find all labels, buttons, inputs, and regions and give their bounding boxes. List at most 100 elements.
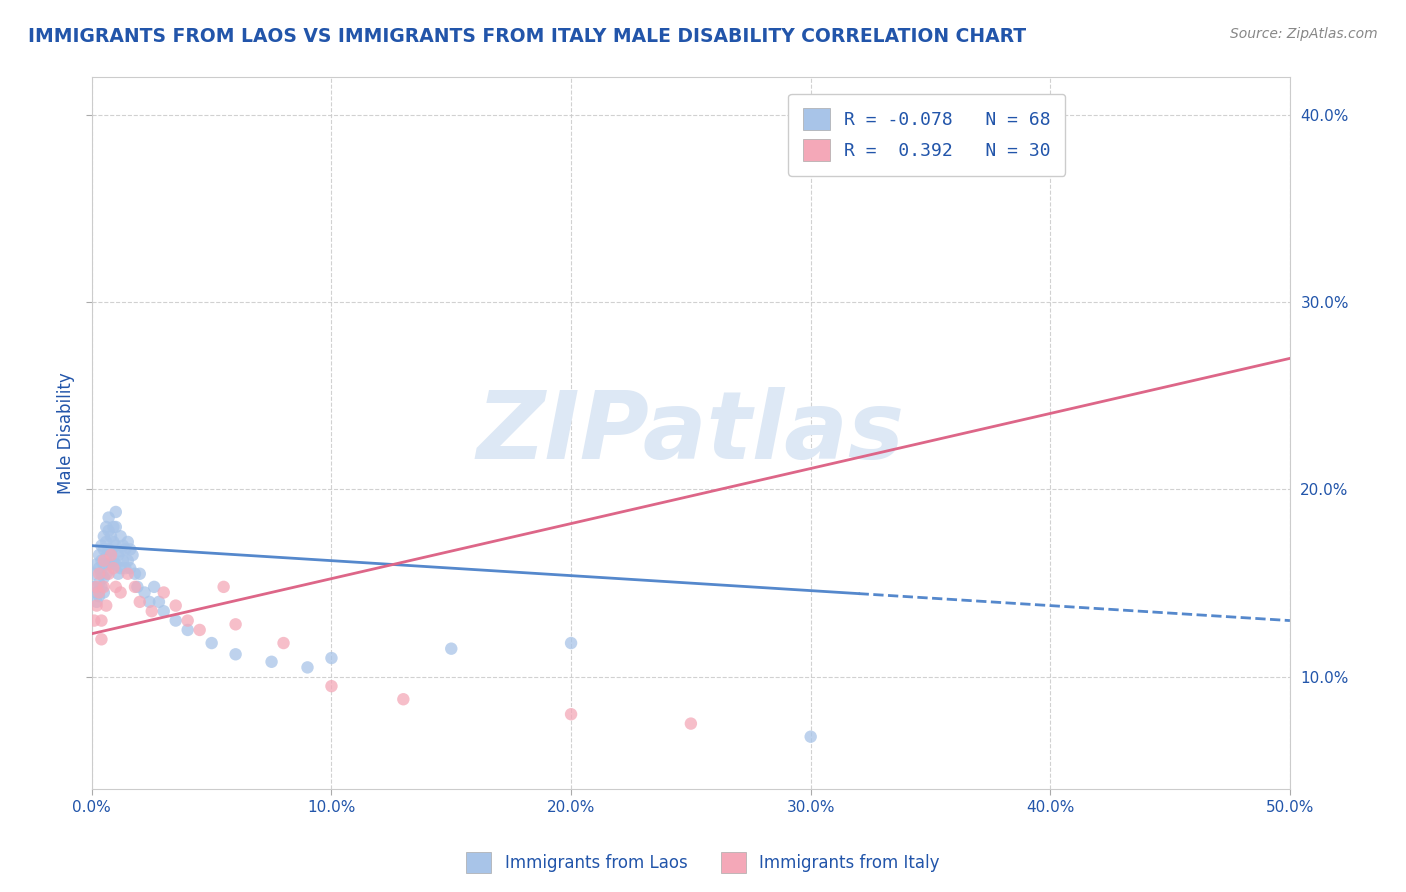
Point [96,535,118,549]
Point [86,585,108,599]
Point [97,510,120,524]
Point [104,539,127,553]
Point [165,599,187,613]
Point [188,623,211,637]
Point [141,604,163,618]
Point [124,566,146,581]
Point [121,548,143,562]
Point [560,707,582,722]
Point [152,585,174,599]
Point [97,542,120,557]
Point [117,566,139,581]
Point [120,542,142,557]
Point [111,539,134,553]
Point [103,520,125,534]
Point [321,679,343,693]
Point [93,529,115,543]
Point [225,617,247,632]
Point [86,599,108,613]
Point [679,716,702,731]
Point [260,655,283,669]
Point [138,595,160,609]
Point [107,566,129,581]
Point [100,544,122,558]
Point [97,566,120,581]
Point [104,520,127,534]
Text: Source: ZipAtlas.com: Source: ZipAtlas.com [1230,27,1378,41]
Point [100,548,122,562]
Point [117,535,139,549]
Point [103,561,125,575]
Point [114,542,136,557]
Point [440,641,463,656]
Point [104,558,127,572]
Text: ZIPatlas: ZIPatlas [477,387,905,479]
Point [104,580,127,594]
Point [103,554,125,568]
Point [103,535,125,549]
Point [96,549,118,564]
Point [212,580,235,594]
Point [87,576,110,591]
Point [117,554,139,568]
Point [87,589,110,603]
Point [93,585,115,599]
Point [143,580,166,594]
Point [152,604,174,618]
Point [96,599,118,613]
Point [201,636,224,650]
Legend: R = -0.078   N = 68, R =  0.392   N = 30: R = -0.078 N = 68, R = 0.392 N = 30 [789,94,1066,176]
Point [87,561,110,575]
Point [107,548,129,562]
Point [392,692,415,706]
Point [114,561,136,575]
Point [100,529,122,543]
Point [110,529,132,543]
Point [90,632,112,647]
Point [127,580,149,594]
Point [90,539,112,553]
Point [87,566,110,581]
Point [134,585,156,599]
Point [86,558,108,572]
Point [96,520,118,534]
Point [87,548,110,562]
Point [560,636,582,650]
Point [93,554,115,568]
Point [100,558,122,572]
Point [96,566,118,581]
Point [297,660,319,674]
Point [110,561,132,575]
Point [83,580,105,594]
Point [93,542,115,557]
Point [104,505,127,519]
Point [93,580,115,594]
Point [90,554,112,568]
Point [176,623,198,637]
Point [128,566,150,581]
Point [97,558,120,572]
Point [90,614,112,628]
Legend: Immigrants from Laos, Immigrants from Italy: Immigrants from Laos, Immigrants from It… [460,846,946,880]
Y-axis label: Male Disability: Male Disability [58,373,75,494]
Point [273,636,295,650]
Point [93,558,115,572]
Point [87,585,110,599]
Point [93,570,115,584]
Point [128,595,150,609]
Point [90,566,112,581]
Point [321,651,343,665]
Point [90,580,112,594]
Point [148,595,170,609]
Point [110,544,132,558]
Point [83,566,105,581]
Point [176,614,198,628]
Point [97,524,120,538]
Point [800,730,823,744]
Point [120,561,142,575]
Point [86,595,108,609]
Point [111,554,134,568]
Point [124,580,146,594]
Point [165,614,187,628]
Point [225,648,247,662]
